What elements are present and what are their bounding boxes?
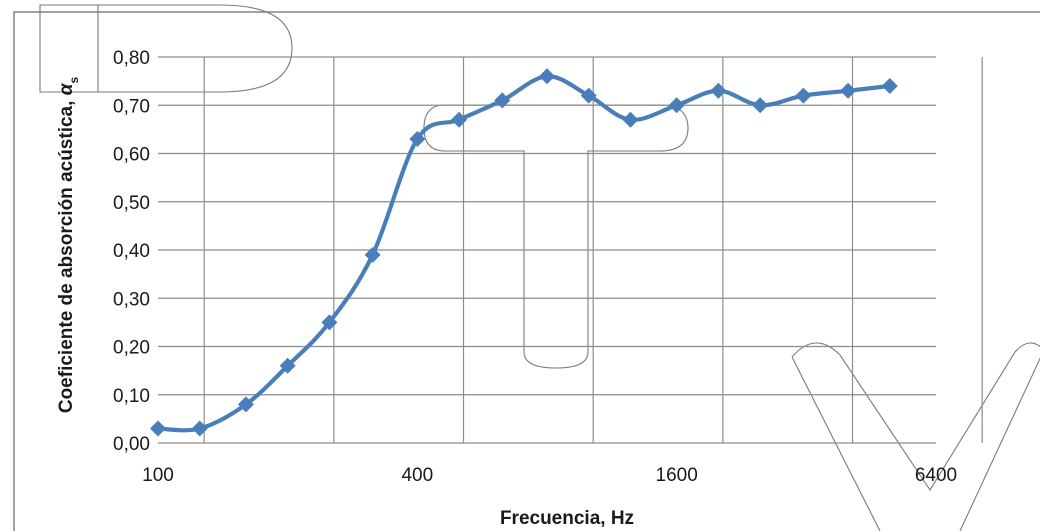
- series-layer: [150, 68, 898, 437]
- y-tick-label: 0,70: [113, 96, 150, 117]
- data-point: [580, 87, 597, 104]
- axes: 0,00 0,10 0,20 0,30 0,40 0,50 0,60 0,70 0,80 100 4…: [113, 48, 957, 486]
- data-point: [279, 357, 296, 374]
- y-tick-label: 0,00: [113, 434, 150, 455]
- data-point: [840, 82, 857, 99]
- grid: [158, 56, 983, 444]
- y-tick-label: 0,60: [113, 145, 150, 166]
- y-tick-label: 0,20: [113, 338, 150, 359]
- data-point: [409, 131, 426, 148]
- x-tick-label: 1600: [656, 465, 698, 486]
- y-tick-label: 0,80: [113, 48, 150, 69]
- data-point: [237, 396, 254, 413]
- data-point: [710, 82, 727, 99]
- data-point: [494, 92, 511, 109]
- y-axis-title: Coeficiente de absorción acústica, αs: [56, 77, 81, 414]
- x-axis-title: Frecuencia, Hz: [500, 508, 634, 529]
- x-tick-label: 400: [401, 465, 433, 486]
- x-tick-label: 100: [142, 465, 174, 486]
- data-point: [539, 68, 555, 85]
- chart-frame: [13, 11, 1040, 531]
- data-point: [752, 97, 769, 114]
- data-point: [191, 420, 208, 437]
- data-point: [622, 111, 639, 128]
- x-tick-label: 6400: [915, 465, 957, 486]
- y-tick-label: 0,40: [113, 241, 150, 262]
- data-point: [321, 314, 338, 331]
- y-tick-label: 0,10: [113, 386, 150, 407]
- data-point: [364, 246, 381, 263]
- data-point: [795, 87, 812, 104]
- data-point: [150, 420, 166, 437]
- data-point: [668, 97, 685, 114]
- y-tick-label: 0,30: [113, 289, 150, 310]
- data-point: [881, 77, 898, 94]
- y-tick-label: 0,50: [113, 193, 150, 214]
- data-point: [451, 111, 468, 128]
